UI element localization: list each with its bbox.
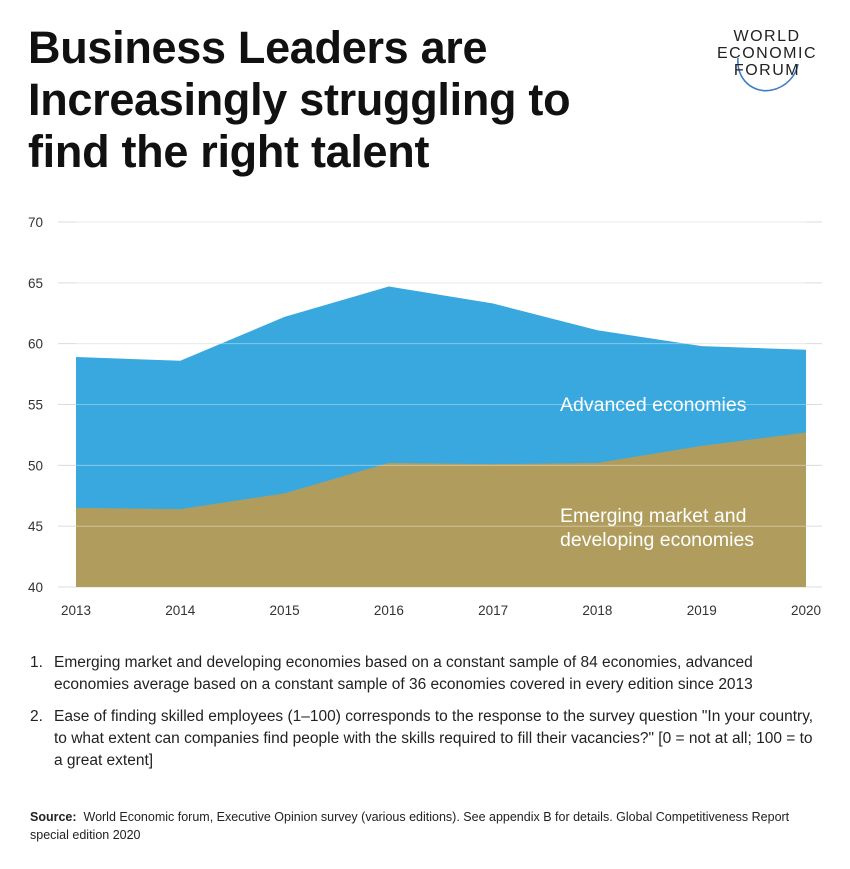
wef-logo: WORLD ECONOMIC FORUM xyxy=(706,28,828,92)
y-axis: 40 45 50 55 60 65 70 xyxy=(28,215,43,595)
y-tick-label: 45 xyxy=(28,519,43,534)
x-axis: 2013 2014 2015 2016 2017 2018 2019 2020 xyxy=(61,603,821,618)
logo-line: ECONOMIC xyxy=(717,45,817,62)
x-tick-label: 2016 xyxy=(374,603,404,618)
series-label: Emerging market and xyxy=(560,505,746,527)
chart-title: Business Leaders are Increasingly strugg… xyxy=(28,22,668,178)
footnote-text: Emerging market and developing economies… xyxy=(54,654,753,693)
x-tick-label: 2020 xyxy=(791,603,821,618)
chart-areas xyxy=(75,286,807,587)
y-tick-label: 65 xyxy=(28,276,43,291)
x-tick-label: 2015 xyxy=(270,603,300,618)
y-tick-label: 70 xyxy=(28,215,43,230)
source-text: World Economic forum, Executive Opinion … xyxy=(30,810,790,842)
x-tick-label: 2018 xyxy=(582,603,612,618)
logo-swoosh-icon xyxy=(737,57,799,92)
title-line: Increasingly struggling to xyxy=(28,74,571,125)
footnotes: 1. Emerging market and developing econom… xyxy=(30,652,820,782)
x-tick-label: 2014 xyxy=(165,603,196,618)
footnote-number: 2. xyxy=(30,708,43,725)
footnote-text: Ease of finding skilled employees (1–100… xyxy=(54,708,814,769)
title-line: Business Leaders are xyxy=(28,22,488,73)
title-line: find the right talent xyxy=(28,126,430,177)
footnote: 2. Ease of finding skilled employees (1–… xyxy=(30,706,820,772)
y-tick-label: 60 xyxy=(28,337,43,352)
series-label: Advanced economies xyxy=(560,394,747,416)
y-tick-label: 55 xyxy=(28,398,43,413)
footnote-number: 1. xyxy=(30,654,43,671)
series-labels: Advanced economies Emerging market anddev… xyxy=(560,394,754,551)
source-note: Source: World Economic forum, Executive … xyxy=(30,808,820,844)
x-tick-label: 2019 xyxy=(687,603,717,618)
y-tick-label: 40 xyxy=(28,580,43,595)
source-label: Source: xyxy=(30,810,77,824)
x-tick-label: 2013 xyxy=(61,603,91,618)
gridlines-over xyxy=(76,221,806,527)
series-label: developing economies xyxy=(560,529,754,551)
logo-line: WORLD xyxy=(733,28,801,45)
area-series-emerging xyxy=(76,432,806,587)
x-tick-label: 2017 xyxy=(478,603,508,618)
logo-line: FORUM xyxy=(733,62,801,79)
footnote: 1. Emerging market and developing econom… xyxy=(30,652,820,696)
y-tick-label: 50 xyxy=(28,458,43,473)
